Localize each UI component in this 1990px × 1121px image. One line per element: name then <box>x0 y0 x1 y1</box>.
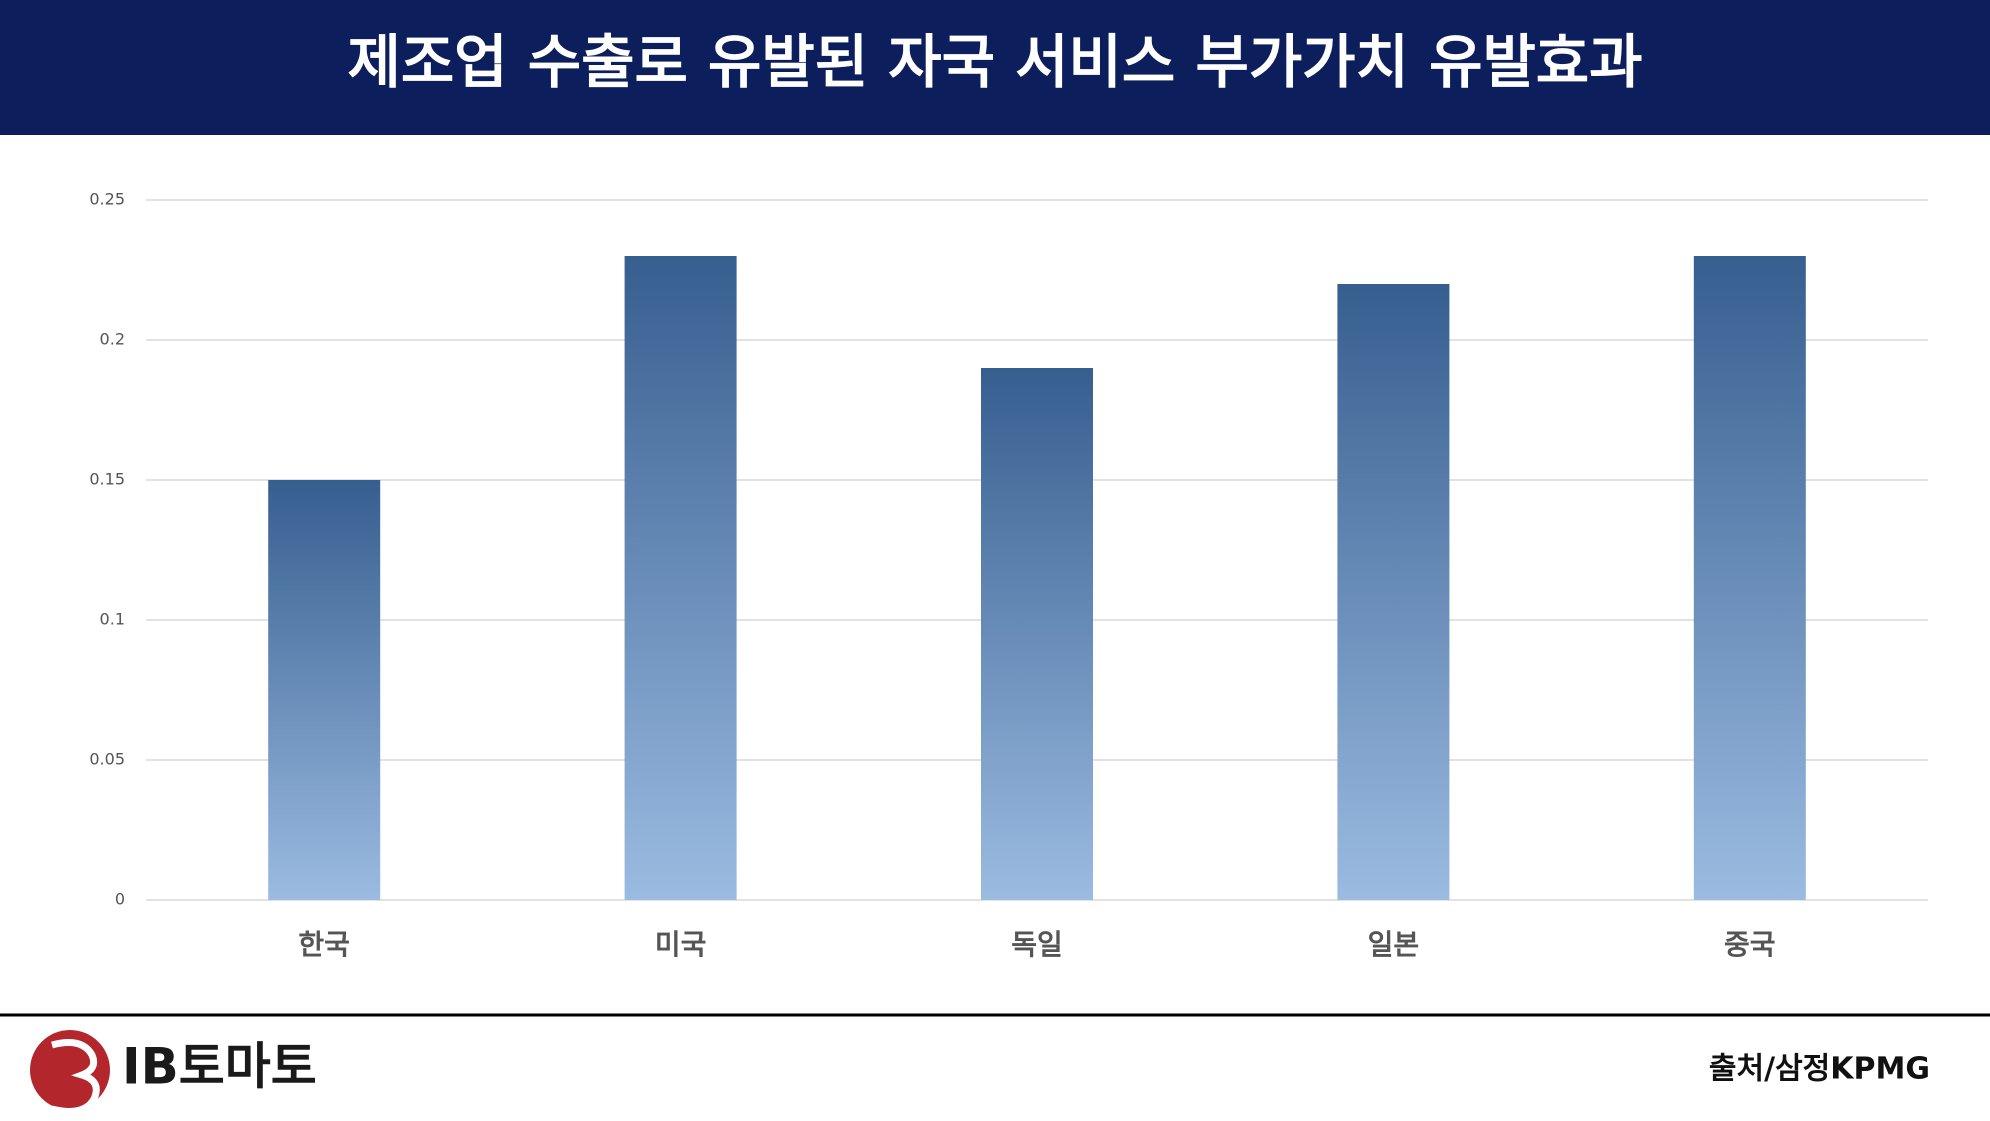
logo-icon <box>30 1030 110 1115</box>
bar <box>624 256 737 900</box>
source: 출처/삼정KPMG <box>1709 1052 1930 1087</box>
bar <box>268 480 381 900</box>
header-band <box>0 0 1990 135</box>
y-tick-label: 0.25 <box>89 190 125 209</box>
logo-text: IB토마토 <box>122 1038 317 1096</box>
chart-title: 제조업 수출로 유발된 자국 서비스 부가가치 유발효과 <box>347 28 1642 96</box>
x-tick-label: 한국 <box>298 928 350 961</box>
x-tick-label: 독일 <box>1011 928 1063 961</box>
bar <box>1337 284 1450 900</box>
x-tick-label: 일본 <box>1368 928 1420 961</box>
x-tick-label: 중국 <box>1724 928 1776 961</box>
bar <box>981 368 1093 900</box>
y-tick-label: 0.05 <box>89 750 125 769</box>
y-tick-label: 0.1 <box>100 610 125 629</box>
bar <box>1693 256 1806 900</box>
y-tick-label: 0.2 <box>100 330 125 349</box>
y-tick-label: 0 <box>115 890 125 909</box>
x-tick-label: 미국 <box>655 928 707 961</box>
y-tick-label: 0.15 <box>89 470 125 489</box>
